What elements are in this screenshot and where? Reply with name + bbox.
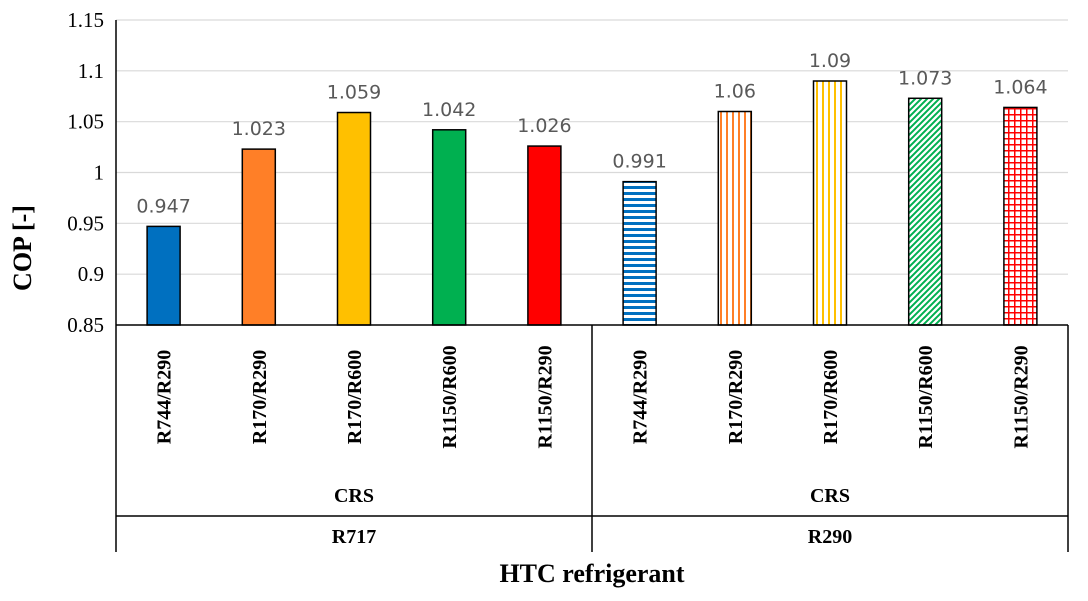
group-label: R717 (332, 526, 376, 548)
x-category-label: R170/R290 (725, 350, 747, 444)
x-category-label: R1150/R600 (915, 345, 937, 448)
x-category-label: R170/R600 (820, 350, 842, 444)
group-labels: CRS R717 CRS R290 (332, 485, 852, 548)
x-category-label: R744/R290 (630, 350, 652, 444)
data-label: 0.991 (612, 151, 666, 173)
y-tick-label: 1.05 (67, 110, 104, 134)
axes (115, 20, 1069, 552)
y-tick-label: 0.85 (67, 313, 104, 337)
group-label: R290 (808, 526, 852, 548)
x-category-label: R170/R290 (249, 350, 271, 444)
bar-r717-r1150-r290 (527, 145, 562, 326)
y-axis-ticks: 0.85 0.9 0.95 1 1.05 1.1 1.15 (67, 8, 104, 337)
x-category-label: R170/R600 (344, 350, 366, 444)
bar-r717-r1150-r600 (431, 129, 467, 326)
data-label: 1.023 (232, 118, 286, 140)
bar-r290-r1150-r290 (1003, 106, 1038, 326)
bar-r290-r170-r600 (812, 80, 848, 326)
category-labels: R744/R290 R170/R290 R170/R600 R1150/R600 R11… (154, 345, 1033, 448)
y-tick-label: 1.15 (67, 8, 104, 32)
data-label: 1.026 (517, 115, 571, 137)
subgroup-label: CRS (334, 485, 374, 507)
x-category-label: R1150/R290 (534, 345, 556, 448)
bar-r717-r170-r600 (336, 111, 372, 326)
data-label: 1.059 (327, 82, 381, 104)
y-tick-label: 1.1 (78, 59, 104, 83)
bar-r290-r170-r290 (717, 110, 753, 326)
x-category-label: R744/R290 (154, 350, 176, 444)
data-label: 1.06 (714, 81, 756, 103)
data-label: 1.09 (809, 50, 851, 72)
data-labels: 0.947 1.023 1.059 1.042 1.026 0.991 1.06 1.09 1.… (136, 50, 1047, 217)
x-axis-title: HTC refrigerant (499, 559, 684, 588)
data-label: 1.042 (422, 99, 476, 121)
bar-r717-r170-r290 (241, 148, 277, 326)
bar-r290-r744-r290 (622, 180, 657, 326)
x-category-label: R1150/R600 (439, 345, 461, 448)
data-label: 1.073 (898, 67, 952, 89)
data-label: 1.064 (993, 76, 1047, 98)
y-tick-label: 0.95 (67, 211, 104, 235)
bar-r717-r744-r290 (146, 225, 181, 326)
y-tick-label: 1 (94, 161, 105, 185)
x-category-label: R1150/R290 (1010, 345, 1032, 448)
bar-r290-r1150-r600 (907, 97, 943, 326)
y-tick-label: 0.9 (78, 262, 104, 286)
bars (146, 80, 1038, 326)
subgroup-label: CRS (810, 485, 850, 507)
data-label: 0.947 (136, 195, 190, 217)
y-axis-title: COP [-] (8, 205, 37, 291)
